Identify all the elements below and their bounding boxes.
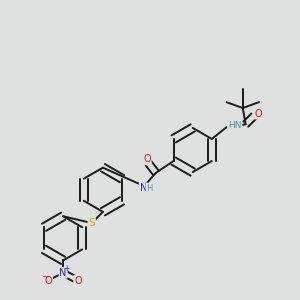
Text: N: N [140,183,147,193]
Text: H: H [146,184,153,193]
Text: HN: HN [228,121,242,130]
Text: N: N [59,268,67,278]
Text: O: O [74,276,82,286]
Text: O: O [45,276,52,286]
Text: +: + [64,265,70,274]
Text: O: O [254,109,262,118]
Text: O: O [143,154,151,164]
Text: −: − [41,272,48,281]
Text: S: S [88,218,95,228]
